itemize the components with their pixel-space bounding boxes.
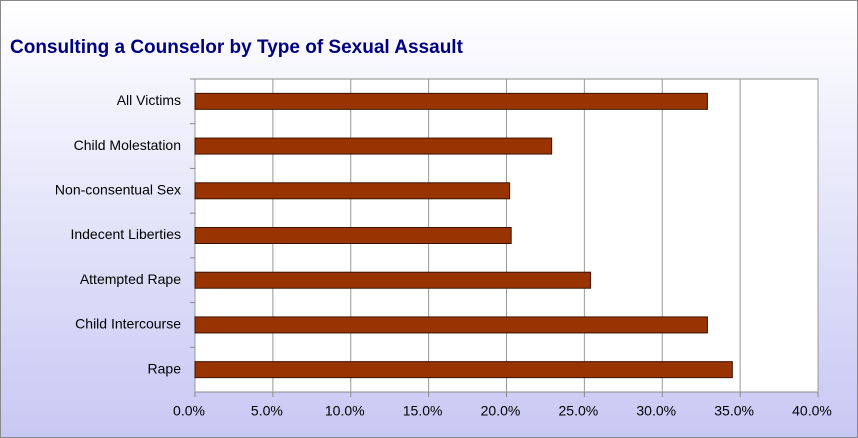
y-tick-label: Child Molestation [74, 137, 181, 153]
bar [194, 137, 553, 155]
y-tick-label: Rape [148, 360, 182, 376]
y-tick-label: Indecent Liberties [70, 226, 181, 242]
bar [194, 271, 592, 289]
x-tick-label: 10.0% [325, 403, 365, 419]
x-tick-label: 5.0% [251, 403, 283, 419]
y-tick-label: Child Intercourse [75, 316, 181, 332]
y-tick-label: Non-consentual Sex [55, 181, 181, 197]
bar [194, 316, 708, 334]
bar [194, 361, 733, 379]
x-tick-label: 35.0% [714, 403, 754, 419]
bar [194, 182, 511, 200]
x-tick-label: 40.0% [792, 403, 832, 419]
y-tick-label: Attempted Rape [80, 271, 181, 287]
chart-title: Consulting a Counselor by Type of Sexual… [10, 37, 464, 58]
bar [194, 227, 512, 244]
x-tick-label: 25.0% [559, 403, 599, 419]
x-tick-label: 15.0% [403, 403, 443, 419]
x-tick-label: 20.0% [481, 403, 521, 419]
y-tick-label: All Victims [117, 92, 181, 108]
bar [194, 92, 708, 110]
x-tick-label: 30.0% [636, 403, 676, 419]
x-tick-label: 0.0% [173, 403, 205, 419]
